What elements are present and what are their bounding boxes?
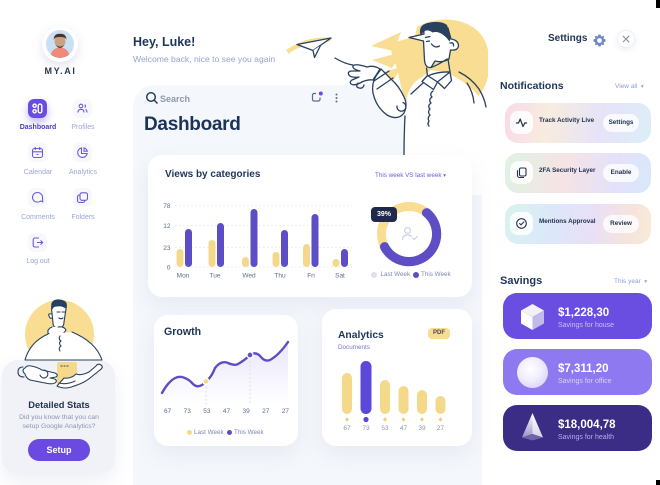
svg-text:73: 73 — [362, 425, 370, 432]
svg-text:Tue: Tue — [210, 273, 221, 280]
svg-text:39: 39 — [418, 425, 426, 432]
svg-text:Sat: Sat — [335, 273, 345, 280]
svg-text:27: 27 — [437, 425, 445, 432]
svg-text:Mon: Mon — [177, 273, 190, 280]
svg-text:0: 0 — [167, 265, 171, 272]
svg-text:23: 23 — [163, 245, 171, 252]
svg-text:Fri: Fri — [307, 273, 315, 280]
svg-text:47: 47 — [400, 425, 408, 432]
svg-text:53: 53 — [381, 425, 389, 432]
svg-text:Thu: Thu — [274, 273, 286, 280]
svg-text:Wed: Wed — [242, 273, 256, 280]
svg-text:78: 78 — [163, 203, 171, 210]
svg-text:12: 12 — [163, 223, 171, 230]
svg-text:67: 67 — [343, 425, 351, 432]
